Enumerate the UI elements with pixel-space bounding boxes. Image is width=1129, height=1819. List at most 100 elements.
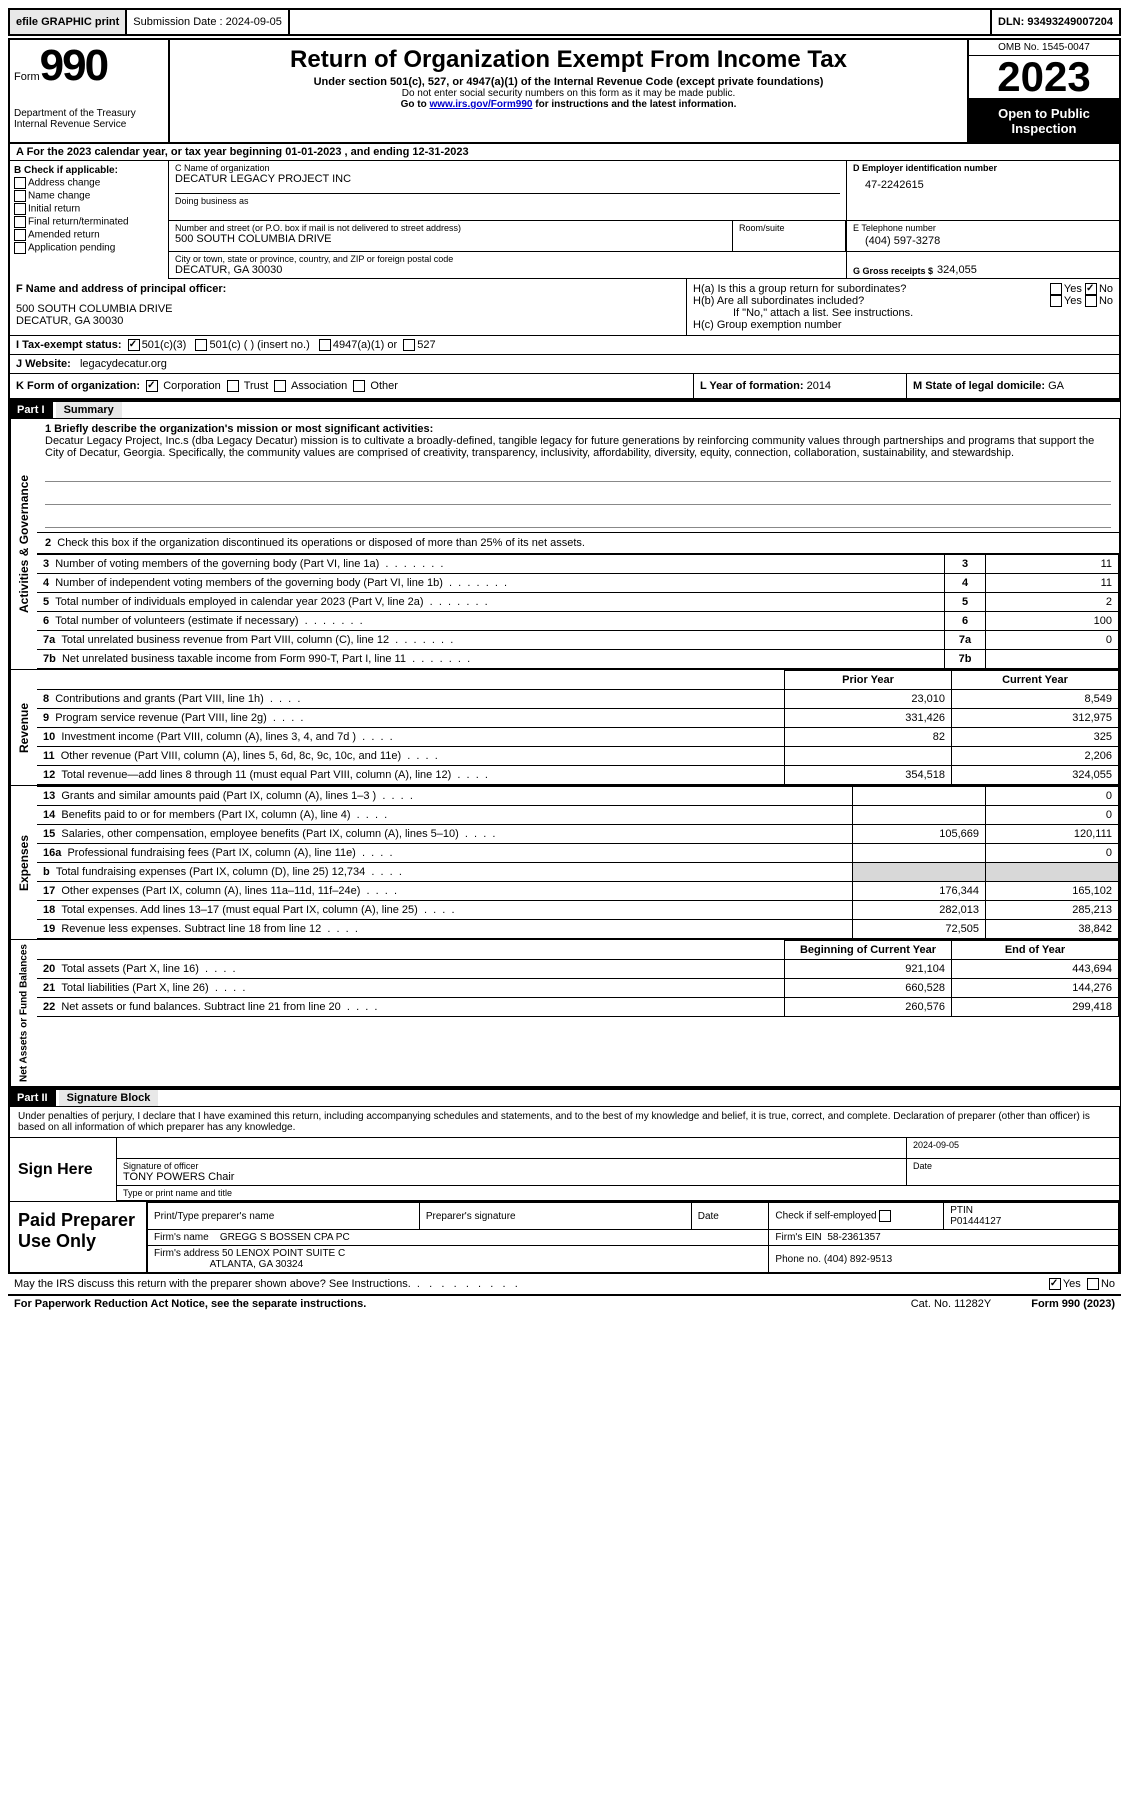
mission-text: Decatur Legacy Project, Inc.s (dba Legac…	[45, 435, 1111, 459]
k-o4: Other	[370, 380, 398, 392]
discuss-no[interactable]	[1087, 1278, 1099, 1290]
vtab-expenses: Expenses	[10, 786, 37, 939]
cb-corp[interactable]	[146, 380, 158, 392]
hb-no[interactable]	[1085, 295, 1097, 307]
dept-treasury: Department of the Treasury	[14, 108, 164, 119]
i-o2: 501(c) ( ) (insert no.)	[209, 339, 309, 351]
no-1: No	[1099, 283, 1113, 295]
prep-h3: Date	[691, 1203, 769, 1230]
ein: 47-2242615	[853, 173, 1113, 197]
city-lbl: City or town, state or province, country…	[175, 254, 840, 264]
prep-h4: Check if self-employed	[769, 1203, 944, 1230]
b-opt-4: Amended return	[28, 230, 100, 241]
discuss-yes[interactable]	[1049, 1278, 1061, 1290]
j-lbl: J Website:	[16, 358, 71, 370]
vtab-net: Net Assets or Fund Balances	[10, 940, 37, 1086]
cb-final[interactable]	[14, 216, 26, 228]
header-left: Form 990 Department of the Treasury Inte…	[10, 40, 170, 142]
spacer	[290, 10, 992, 34]
phone: (404) 597-3278	[853, 233, 1113, 249]
cb-501c[interactable]	[195, 339, 207, 351]
hb-note: If "No," attach a list. See instructions…	[693, 307, 1113, 319]
top-bar: efile GRAPHIC print Submission Date : 20…	[8, 8, 1121, 36]
k-lbl: K Form of organization:	[16, 380, 140, 392]
goto-pre: Go to	[401, 99, 430, 110]
firm-phone: (404) 892-9513	[824, 1254, 892, 1265]
i-lbl: I Tax-exempt status:	[16, 339, 122, 351]
form-title: Return of Organization Exempt From Incom…	[174, 46, 963, 74]
room-lbl: Room/suite	[739, 223, 839, 233]
cb-address-change[interactable]	[14, 177, 26, 189]
officer-name: TONY POWERS Chair	[123, 1171, 900, 1183]
vtab-governance: Activities & Governance	[10, 419, 37, 669]
dept-irs: Internal Revenue Service	[14, 119, 164, 130]
paid-preparer-lbl: Paid Preparer Use Only	[10, 1202, 147, 1272]
cb-trust[interactable]	[227, 380, 239, 392]
no-3: No	[1101, 1278, 1115, 1290]
part2-title: Signature Block	[59, 1090, 159, 1106]
dba-lbl: Doing business as	[175, 193, 840, 206]
cb-501c3[interactable]	[128, 339, 140, 351]
firm-name: GREGG S BOSSEN CPA PC	[220, 1232, 350, 1243]
yes-2: Yes	[1064, 295, 1082, 307]
part2-num: Part II	[9, 1090, 56, 1106]
name-title-lbl: Type or print name and title	[117, 1186, 1119, 1200]
form-header: Form 990 Department of the Treasury Inte…	[8, 38, 1121, 144]
paperwork-notice: For Paperwork Reduction Act Notice, see …	[14, 1298, 366, 1310]
c-name-lbl: C Name of organization	[175, 163, 840, 173]
net-table: Beginning of Current YearEnd of Year20 T…	[37, 940, 1119, 1017]
declaration: Under penalties of perjury, I declare th…	[10, 1107, 1119, 1138]
firm-lbl: Firm's name	[154, 1232, 209, 1243]
cb-pending[interactable]	[14, 242, 26, 254]
cb-self-emp[interactable]	[879, 1210, 891, 1222]
cb-527[interactable]	[403, 339, 415, 351]
firm-ein: 58-2361357	[827, 1232, 880, 1243]
cb-initial[interactable]	[14, 203, 26, 215]
cb-amended[interactable]	[14, 229, 26, 241]
form-subtitle: Under section 501(c), 527, or 4947(a)(1)…	[174, 76, 963, 88]
submission-date: Submission Date : 2024-09-05	[127, 10, 290, 34]
f-lbl: F Name and address of principal officer:	[16, 283, 680, 295]
b-opt-3: Final return/terminated	[28, 217, 129, 228]
i-o1: 501(c)(3)	[142, 339, 187, 351]
part2-bar: Part II Signature Block	[8, 1088, 1121, 1107]
b-opt-0: Address change	[28, 178, 100, 189]
firm-addr2: ATLANTA, GA 30324	[210, 1259, 304, 1270]
sign-here-lbl: Sign Here	[10, 1138, 117, 1201]
hb-yes[interactable]	[1050, 295, 1062, 307]
form-word: Form	[14, 71, 40, 83]
ein-lbl: Firm's EIN	[775, 1232, 821, 1243]
k-o3: Association	[291, 380, 347, 392]
header-right: OMB No. 1545-0047 2023 Open to Public In…	[967, 40, 1119, 142]
ha-lbl: H(a) Is this a group return for subordin…	[693, 283, 1050, 295]
cb-name-change[interactable]	[14, 190, 26, 202]
ptin: P01444127	[950, 1216, 1112, 1227]
m-lbl: M State of legal domicile:	[913, 380, 1045, 392]
irs-link[interactable]: www.irs.gov/Form990	[429, 99, 532, 110]
m-val: GA	[1048, 380, 1064, 392]
cb-assoc[interactable]	[274, 380, 286, 392]
public-inspection: Open to Public Inspection	[969, 100, 1119, 142]
k-o1: Corporation	[163, 380, 220, 392]
ha-yes[interactable]	[1050, 283, 1062, 295]
expenses-table: 13 Grants and similar amounts paid (Part…	[37, 786, 1119, 939]
cb-4947[interactable]	[319, 339, 331, 351]
e-lbl: E Telephone number	[853, 223, 1113, 233]
part1-num: Part I	[9, 402, 53, 418]
i-o3: 4947(a)(1) or	[333, 339, 397, 351]
efile-button[interactable]: efile GRAPHIC print	[10, 10, 127, 34]
prep-h5: PTINP01444127	[944, 1203, 1119, 1230]
summary: Activities & Governance 1 Briefly descri…	[8, 419, 1121, 1088]
no-2: No	[1099, 295, 1113, 307]
sign-date: 2024-09-05	[907, 1138, 1119, 1158]
date-lbl: Date	[907, 1159, 1119, 1185]
footer: For Paperwork Reduction Act Notice, see …	[8, 1296, 1121, 1312]
cb-other[interactable]	[353, 380, 365, 392]
b-title: B Check if applicable:	[14, 165, 164, 176]
vtab-revenue: Revenue	[10, 670, 37, 785]
ha-no[interactable]	[1085, 283, 1097, 295]
prep-h2: Preparer's signature	[419, 1203, 691, 1230]
line2: Check this box if the organization disco…	[57, 537, 585, 549]
org-name: DECATUR LEGACY PROJECT INC	[175, 173, 840, 185]
form-number: 990	[40, 44, 107, 88]
